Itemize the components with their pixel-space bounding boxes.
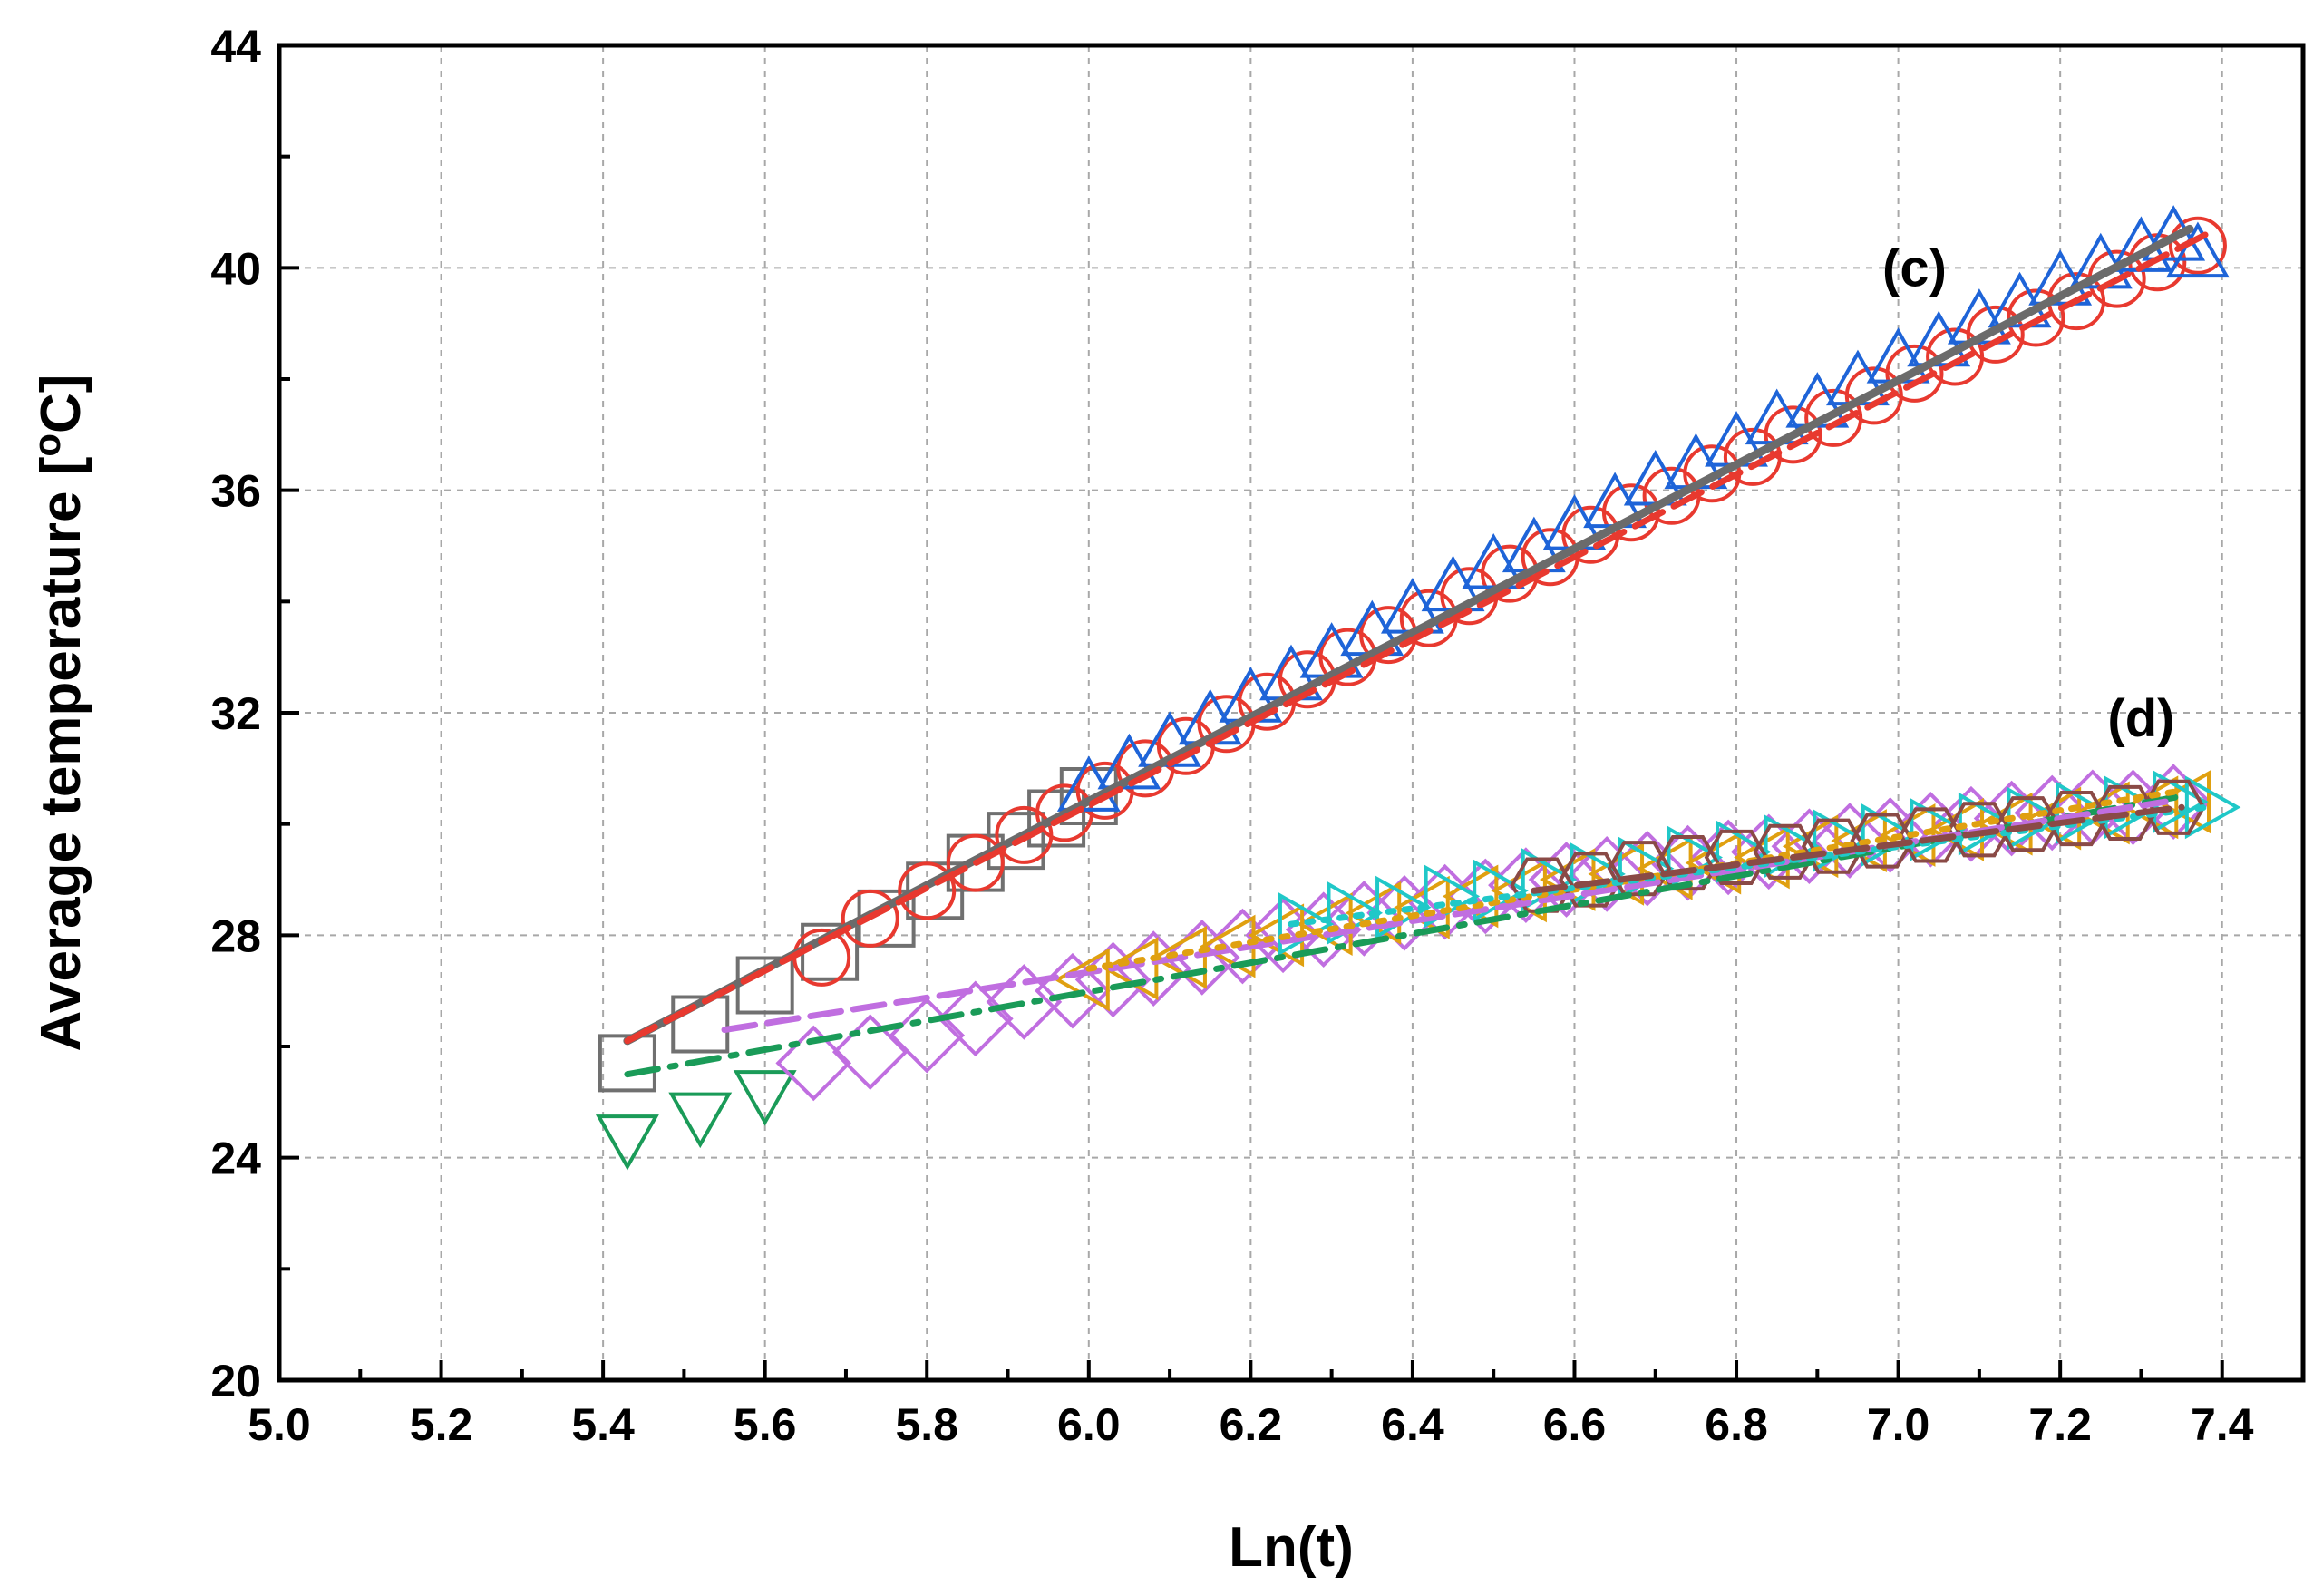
x-tick-label: 7.2 [2028,1399,2092,1450]
x-tick-label: 5.0 [248,1399,311,1450]
marker-diamond [831,1014,909,1090]
marker-circle [1885,344,1944,403]
y-tick-label: 36 [210,466,261,517]
y-axis-title-end: C] [30,375,92,433]
x-tick-label: 7.0 [1867,1399,1930,1450]
annotation-d: (d) [2107,689,2174,748]
marker-triangle-left [2154,770,2211,834]
x-tick-label: 6.6 [1543,1399,1607,1450]
y-axis-title: Average temperature [oC] [25,375,92,1052]
marker-triangle-up [1826,349,1890,406]
marker-diamond [1812,803,1888,879]
marker-circle [2007,288,2065,347]
axis-ticks [277,44,2224,1382]
marker-circle [898,861,957,920]
marker-triangle-down [668,1092,733,1149]
marker-hexagon [1801,818,1866,874]
marker-diamond [986,964,1063,1040]
y-tick-label: 24 [210,1134,261,1184]
marker-triangle-down [733,1070,797,1126]
x-axis-title: Ln(t) [1229,1516,1354,1579]
x-tick-label: 5.6 [734,1399,797,1450]
x-tick-label: 6.8 [1705,1399,1768,1450]
y-tick-label: 44 [210,21,261,72]
marker-diamond [1528,842,1605,918]
y-tick-label: 28 [210,910,261,961]
marker-triangle-up [2028,249,2093,306]
y-tick-label: 40 [210,243,261,294]
marker-triangle-right [1570,842,1626,906]
marker-diamond [1326,881,1403,957]
y-axis-title-main: Average temperature [ [30,457,92,1052]
y-tick-label: 20 [210,1356,261,1406]
x-tick-label: 5.8 [895,1399,958,1450]
y-tick-label: 32 [210,688,261,739]
tick-labels: 5.0 5.2 5.4 5.6 5.8 6.0 6.2 6.4 6.6 6.8 7.0 7.2 7.4 2… [210,21,2253,1450]
marker-diamond [1771,808,1848,885]
x-tick-label: 5.4 [571,1399,635,1450]
marker-hexagon [1607,841,1672,897]
marker-hexagon [1850,813,1915,869]
marker-hexagon [1656,835,1720,891]
fit-lines [623,224,2210,1078]
y-axis-title-sup: o [25,433,68,457]
marker-diamond [1569,836,1646,912]
fit-line-c [624,231,2210,1045]
annotation-c: (c) [1882,238,1947,297]
marker-circle [841,889,899,948]
marker-circle [1966,305,2025,364]
marker-circle [2168,216,2227,275]
marker-triangle-down [595,1114,659,1171]
marker-diamond [1488,847,1564,923]
marker-diamond [1690,819,1766,896]
marker-diamond [1204,908,1281,985]
marker-hexagon [1704,829,1769,886]
x-tick-label: 6.4 [1381,1399,1444,1450]
data-series [595,205,2241,1171]
marker-triangle-up [2166,221,2230,278]
x-tick-label: 6.0 [1057,1399,1121,1450]
marker-circle [1764,405,1822,464]
marker-square [801,922,860,981]
marker-circle [946,833,1005,892]
marker-diamond [2135,764,2211,840]
x-tick-label: 6.2 [1220,1399,1283,1450]
marker-square [857,889,916,948]
fit-line-d [1531,803,2185,894]
x-tick-label: 5.2 [410,1399,473,1450]
marker-hexagon [1559,852,1623,908]
marker-hexagon [1996,796,2060,852]
marker-square [735,956,794,1015]
marker-triangle-left [1151,925,1207,989]
marker-diamond [889,997,966,1074]
x-tick-label: 7.4 [2191,1399,2254,1450]
marker-hexagon [1753,823,1817,880]
marker-diamond [1366,874,1443,951]
